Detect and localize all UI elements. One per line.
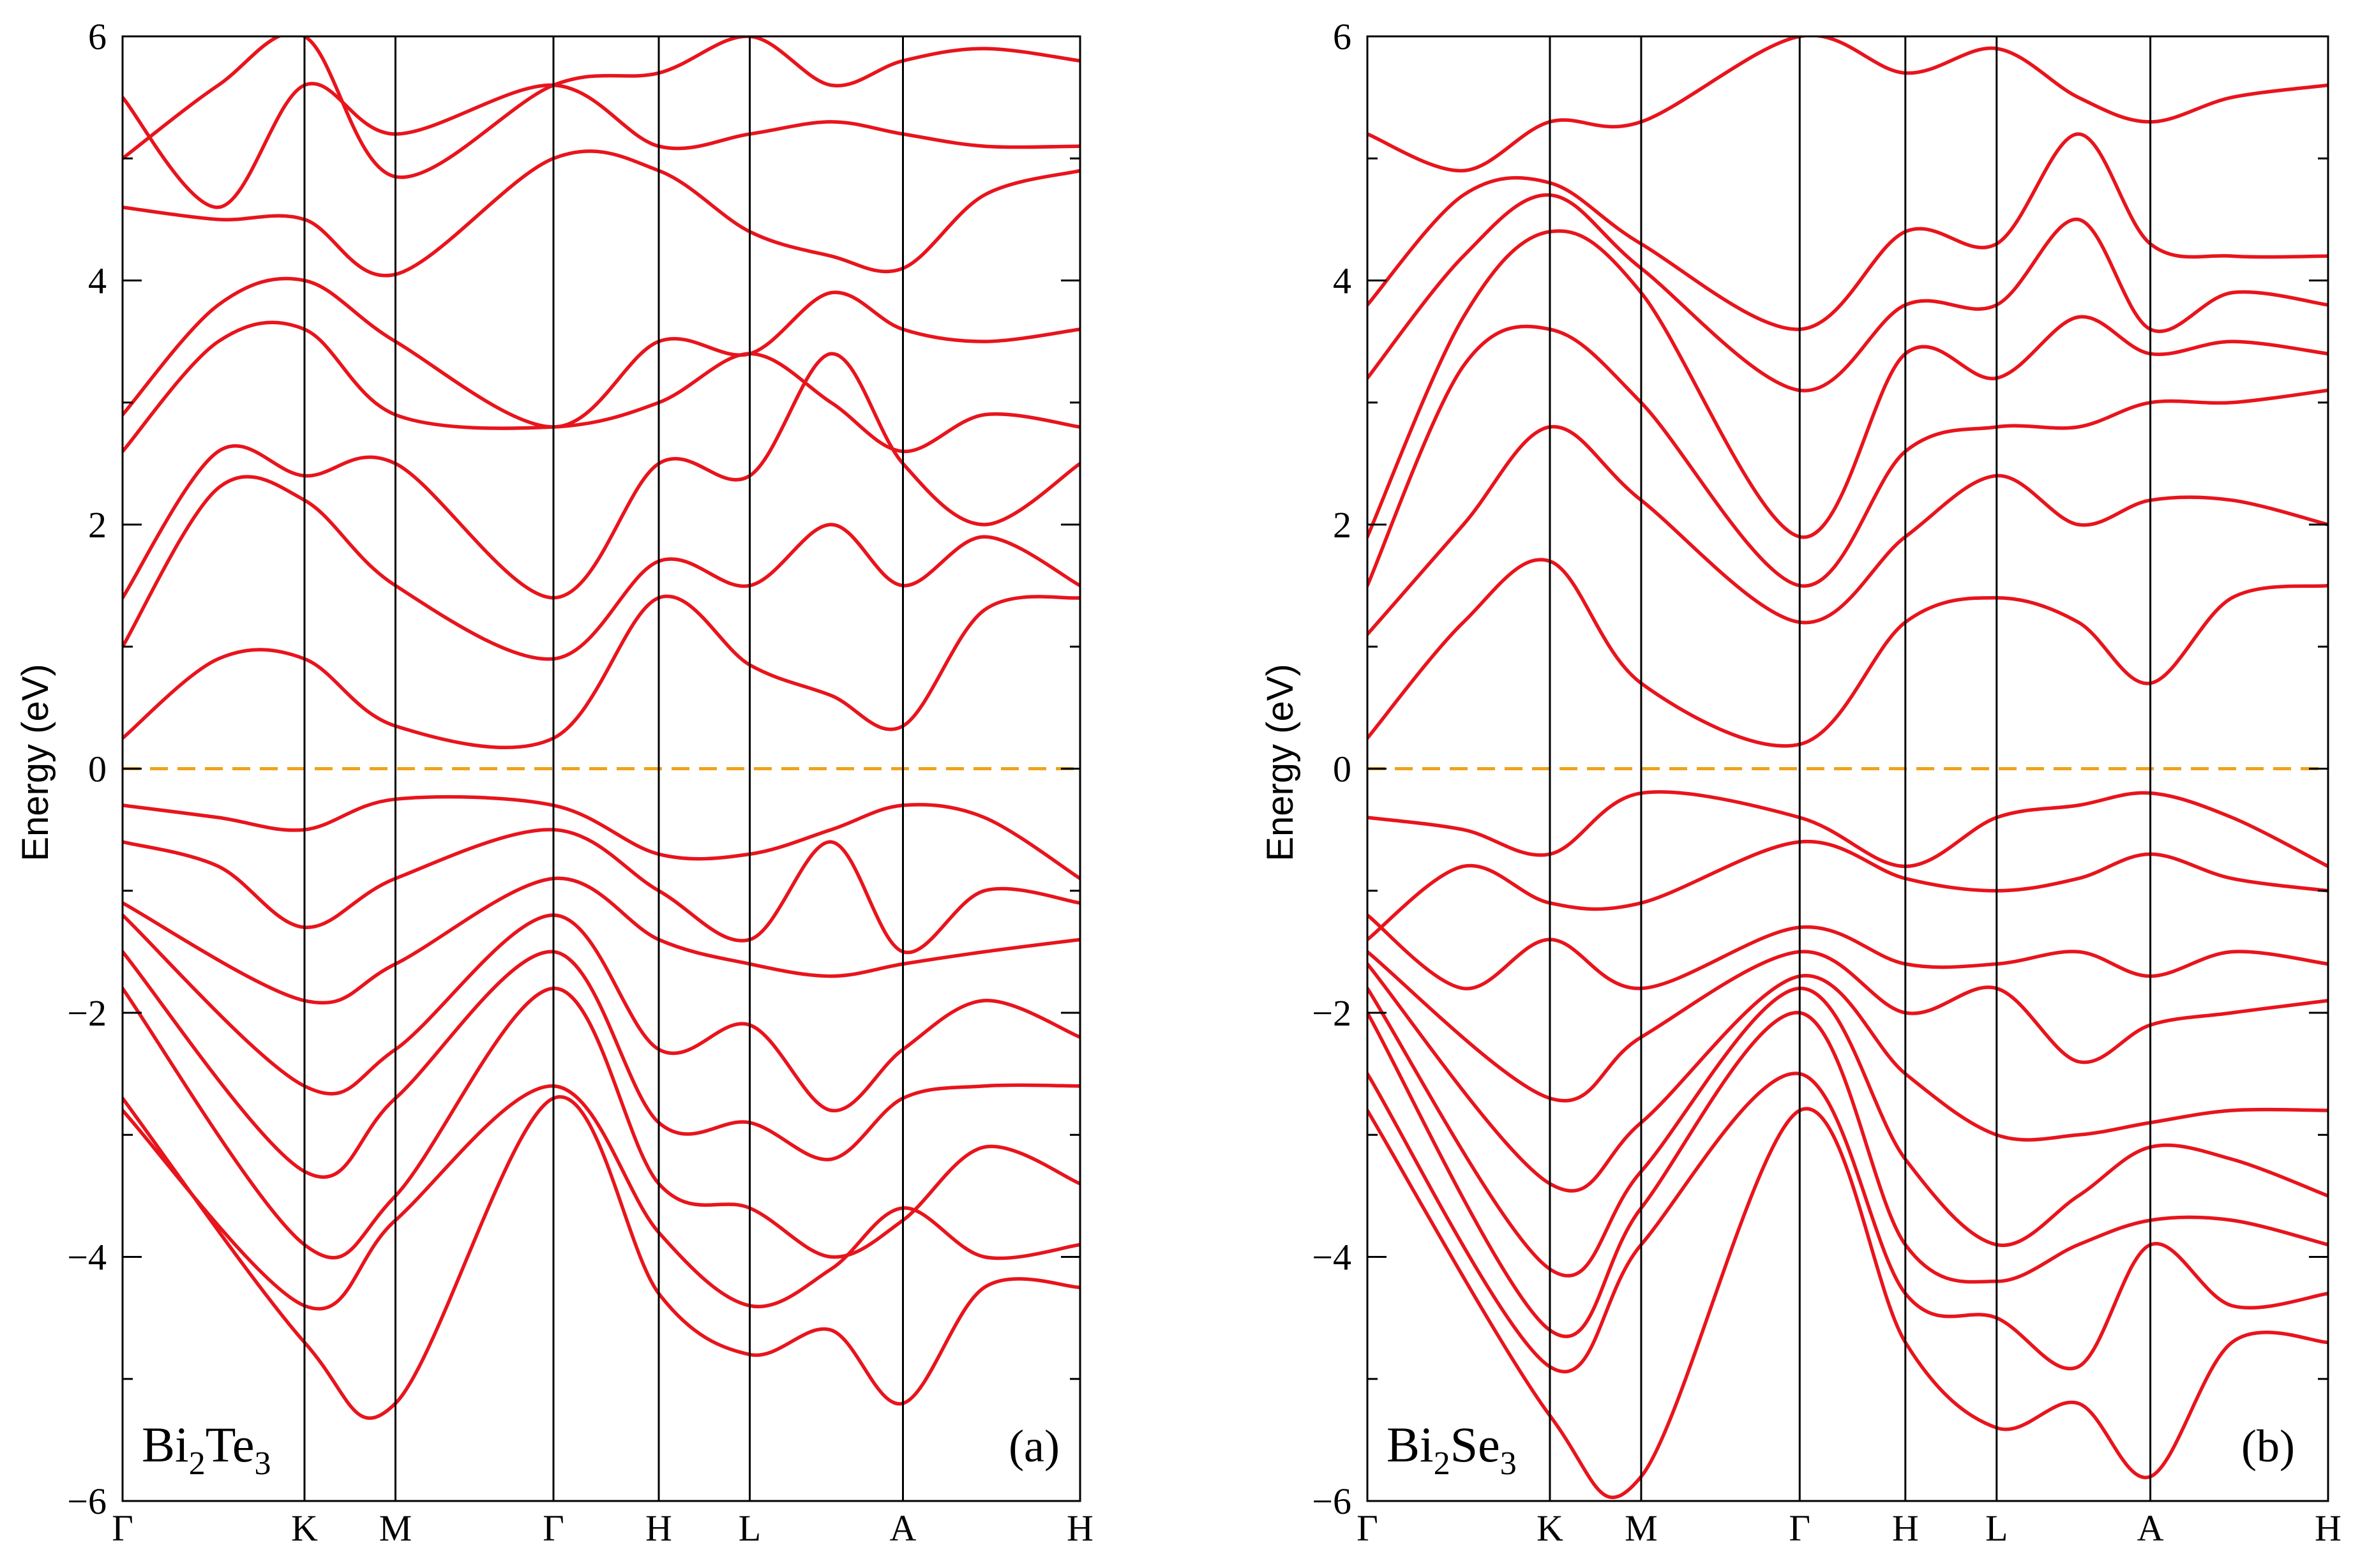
ytick-label-b-0: −6 bbox=[1312, 1481, 1351, 1522]
kpoint-label-a-0: Γ bbox=[112, 1507, 133, 1549]
kpoint-label-b-1: K bbox=[1537, 1507, 1563, 1549]
kpoint-label-a-3: Γ bbox=[543, 1507, 564, 1549]
ytick-label-b-4: 2 bbox=[1333, 504, 1351, 546]
ytick-label-b-1: −4 bbox=[1312, 1237, 1351, 1278]
ytick-label-b-6: 6 bbox=[1333, 16, 1351, 57]
band-line-band-v2-a bbox=[123, 1084, 1080, 1311]
band-line-band-c2-b bbox=[1367, 424, 2328, 636]
kpoint-label-b-6: A bbox=[2137, 1507, 2164, 1549]
panel-label-a: (a) bbox=[1009, 1421, 1060, 1472]
band-line-band-v4-b bbox=[1367, 987, 2328, 1278]
kpoint-label-a-7: H bbox=[1067, 1507, 1094, 1549]
band-line-band-v5-b bbox=[1367, 962, 2328, 1193]
material-b-sub-2: 2 bbox=[1434, 1445, 1450, 1482]
kpoint-label-a-5: L bbox=[739, 1507, 761, 1549]
ytick-label-b-2: −2 bbox=[1312, 992, 1351, 1034]
band-line-band-c4-b bbox=[1367, 229, 2328, 539]
band-line-band-c8-a bbox=[123, 36, 1080, 179]
band-line-band-v8-a bbox=[123, 795, 1080, 881]
band-line-band-v9-b bbox=[1367, 839, 2328, 942]
ytick-label-b-3: 0 bbox=[1333, 749, 1351, 790]
material-a-sub-3: 3 bbox=[255, 1445, 271, 1482]
material-b-bi: Bi bbox=[1387, 1417, 1434, 1472]
band-line-band-c6-b bbox=[1367, 132, 2328, 331]
band-line-band-c4-a bbox=[123, 320, 1080, 454]
material-a-bi: Bi bbox=[142, 1417, 189, 1472]
material-a-sub-2: 2 bbox=[189, 1445, 206, 1482]
ytick-label-a-5: 4 bbox=[88, 260, 107, 302]
kpoint-label-a-2: M bbox=[379, 1507, 412, 1549]
material-b-se: Se bbox=[1450, 1417, 1500, 1472]
kpoint-label-b-4: H bbox=[1892, 1507, 1919, 1549]
ytick-label-a-3: 0 bbox=[88, 749, 107, 790]
band-line-band-v6-a bbox=[123, 876, 1080, 1005]
ytick-label-a-6: 6 bbox=[88, 16, 107, 57]
bands-b bbox=[1367, 36, 2328, 1500]
band-line-band-v4-a bbox=[123, 950, 1080, 1179]
ytick-label-b-5: 4 bbox=[1333, 260, 1351, 302]
kpoint-label-b-5: L bbox=[1985, 1507, 2008, 1549]
kpoint-label-b-3: Γ bbox=[1789, 1507, 1810, 1549]
band-line-band-c7-b bbox=[1367, 36, 2328, 173]
kpoint-label-b-0: Γ bbox=[1357, 1507, 1378, 1549]
panel-label-b: (b) bbox=[2241, 1421, 2295, 1472]
band-line-band-c5-a bbox=[123, 276, 1080, 429]
ylabel-a: Energy (eV) bbox=[15, 664, 56, 861]
material-a-te: Te bbox=[206, 1417, 255, 1472]
band-line-band-c6-a bbox=[123, 149, 1080, 278]
band-line-band-v1-b bbox=[1367, 1107, 2328, 1500]
band-line-band-v3-a bbox=[123, 987, 1080, 1260]
bands-a bbox=[123, 36, 1080, 1420]
band-line-band-v2-b bbox=[1367, 1071, 2328, 1374]
ylabel-b: Energy (eV) bbox=[1259, 664, 1301, 861]
band-line-band-c3-a bbox=[123, 352, 1080, 600]
kpoint-label-b-7: H bbox=[2315, 1507, 2341, 1549]
band-line-band-c5-b bbox=[1367, 193, 2328, 392]
ytick-label-a-2: −2 bbox=[67, 992, 107, 1034]
band-line-band-v7-b bbox=[1367, 913, 2328, 990]
material-b-sub-3: 3 bbox=[1500, 1445, 1517, 1482]
band-line-band-c1-a bbox=[123, 594, 1080, 749]
ytick-label-a-4: 2 bbox=[88, 504, 107, 546]
band-line-band-v8-b bbox=[1367, 790, 2328, 869]
band-line-band-c2-a bbox=[123, 475, 1080, 661]
band-line-band-c7-a bbox=[123, 82, 1080, 209]
kpoint-label-a-4: H bbox=[645, 1507, 672, 1549]
kpoint-label-a-6: A bbox=[890, 1507, 917, 1549]
band-line-band-v1-a bbox=[123, 1095, 1080, 1420]
band-line-band-v7-a bbox=[123, 828, 1080, 955]
material-label-a: Bi2Te3 bbox=[142, 1417, 271, 1482]
band-line-band-v6-b bbox=[1367, 950, 2328, 1103]
kpoint-label-b-2: M bbox=[1625, 1507, 1658, 1549]
ytick-label-a-0: −6 bbox=[67, 1481, 107, 1522]
ytick-label-a-1: −4 bbox=[67, 1237, 107, 1278]
band-line-band-c1-b bbox=[1367, 558, 2328, 748]
material-label-b: Bi2Se3 bbox=[1387, 1417, 1517, 1482]
kpoint-label-a-1: K bbox=[291, 1507, 318, 1549]
band-line-band-v5-a bbox=[123, 913, 1080, 1112]
